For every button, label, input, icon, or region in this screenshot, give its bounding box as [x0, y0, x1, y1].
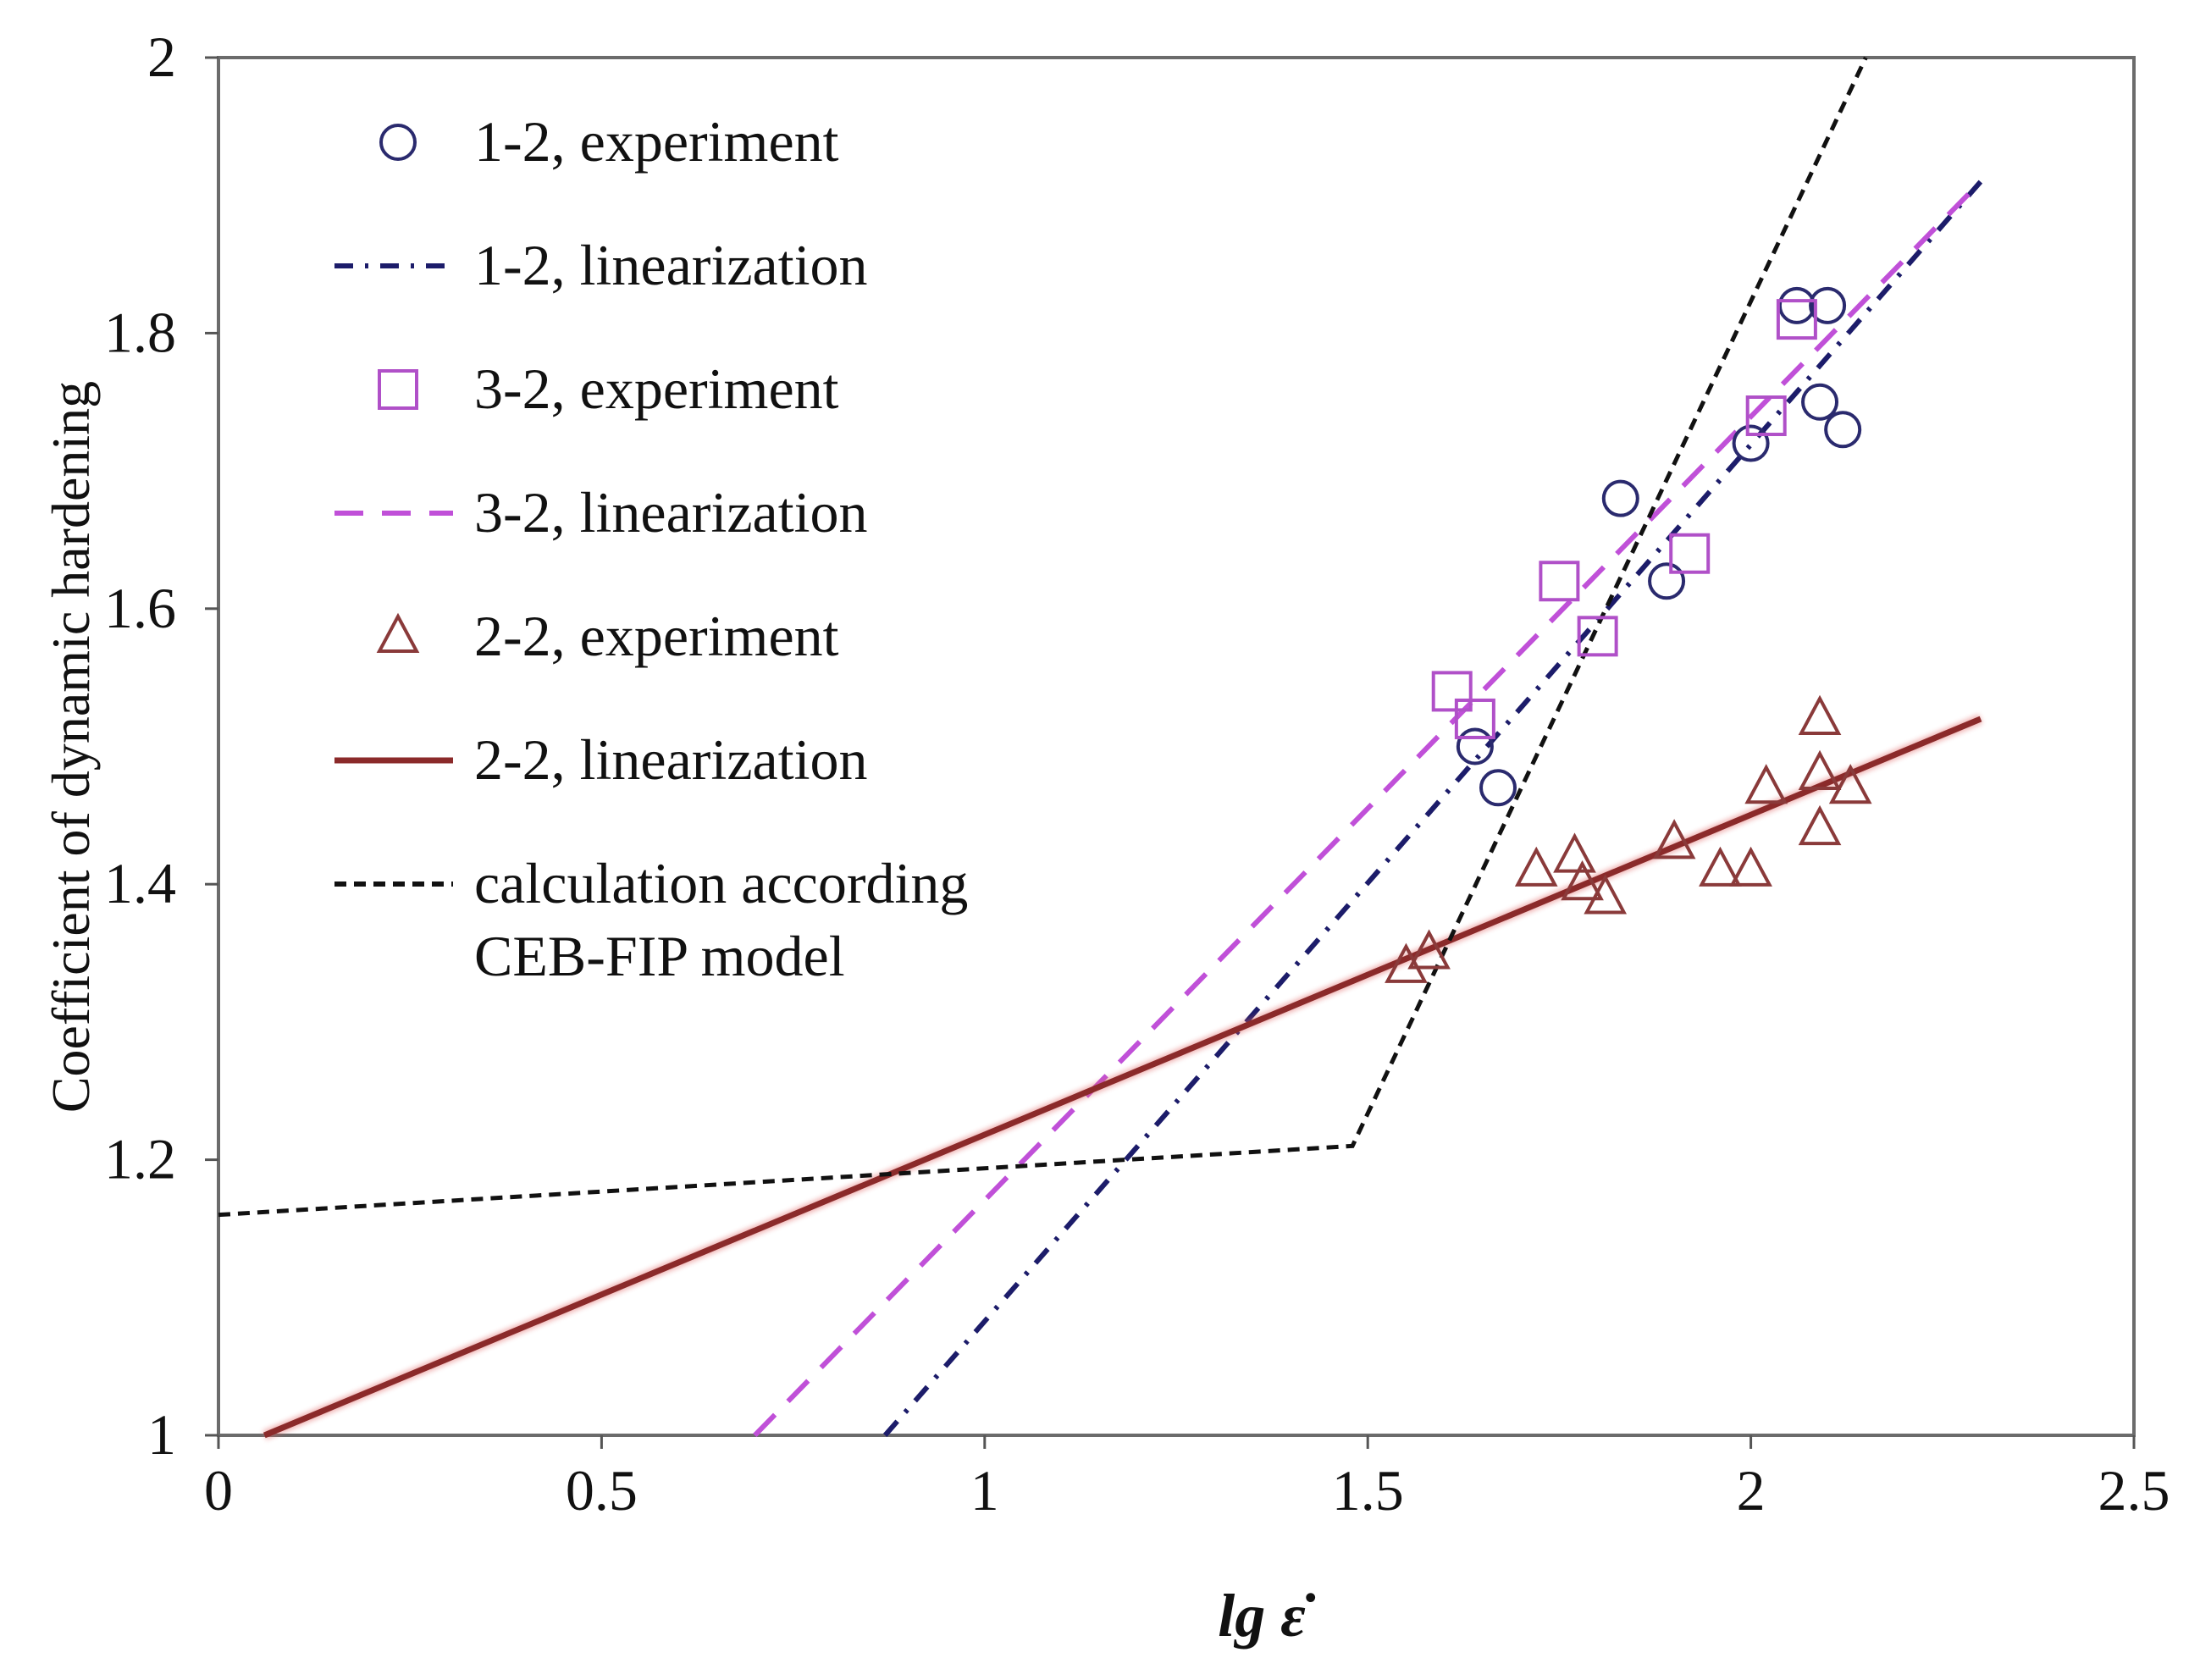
y-tick-label: 2 — [147, 25, 176, 89]
data-point-triangle — [1699, 846, 1742, 887]
data-point-square — [1431, 671, 1473, 712]
data-point-square — [1745, 395, 1787, 437]
y-tick-label: 1.4 — [104, 851, 176, 915]
legend-label: 1-2, experiment — [474, 109, 839, 174]
data-point-triangle — [1514, 846, 1558, 887]
legend-label: 3-2, experiment — [474, 356, 839, 421]
data-point-square — [1454, 698, 1495, 739]
data-point-square — [378, 369, 418, 410]
series-line — [753, 180, 1983, 1438]
data-point-triangle — [1798, 804, 1842, 846]
data-point-triangle — [1798, 749, 1842, 791]
data-point-circle — [1824, 411, 1862, 449]
y-tick-label: 1.8 — [104, 300, 176, 364]
series-line — [263, 716, 1982, 1439]
y-tick-label: 1.6 — [104, 576, 176, 640]
axis-ticks: 0 0.5 1 1.5 2 2.5 1 1.2 1.4 1.6 1.8 2 — [104, 25, 2170, 1522]
data-point-triangle — [1798, 694, 1842, 735]
x-tick-label: 2.5 — [2098, 1458, 2170, 1522]
legend-label: calculation according — [474, 851, 968, 915]
data-point-circle — [1456, 727, 1494, 765]
data-point-triangle — [1553, 832, 1596, 873]
legend-label: CEB-FIP model — [474, 924, 845, 988]
data-point-triangle — [1385, 942, 1428, 983]
data-point-circle — [1732, 424, 1770, 462]
legend-label: 2-2, experiment — [474, 604, 839, 668]
y-axis-title: Coefficient of dynamic hardening — [41, 381, 101, 1113]
data-point-square — [1776, 299, 1817, 340]
x-axis-title: lg ε̇ — [1218, 1582, 1316, 1650]
x-tick-label: 1 — [970, 1458, 999, 1522]
data-point-triangle — [1744, 764, 1788, 804]
data-point-circle — [1809, 286, 1847, 324]
data-point-triangle — [376, 612, 420, 653]
legend-label: 1-2, linearization — [474, 233, 867, 297]
series-line — [218, 56, 1868, 1218]
x-tick-label: 1.5 — [1332, 1458, 1404, 1522]
data-point-circle — [1479, 769, 1517, 807]
series-lines — [218, 56, 1983, 1440]
legend-label: 2-2, linearization — [474, 727, 867, 792]
data-point-triangle — [1828, 764, 1872, 804]
data-point-triangle — [1729, 846, 1772, 887]
y-tick-label: 1.2 — [104, 1127, 176, 1191]
x-tick-label: 0 — [204, 1458, 233, 1522]
legend-label: 3-2, linearization — [474, 480, 867, 544]
series-line — [882, 180, 1983, 1437]
legend: 1-2, experiment 1-2, linearization 3-2, ex… — [334, 109, 968, 988]
data-point-triangle — [1584, 874, 1628, 915]
x-tick-label: 2 — [1737, 1458, 1766, 1522]
series-markers — [1385, 286, 1872, 983]
data-point-square — [1539, 561, 1580, 602]
data-point-triangle — [1407, 929, 1451, 970]
plot-frame — [217, 56, 2136, 1437]
data-point-circle — [1801, 383, 1839, 421]
data-point-circle — [379, 124, 417, 161]
data-point-circle — [1648, 562, 1686, 600]
x-tick-label: 0.5 — [566, 1458, 638, 1522]
data-point-triangle — [1561, 859, 1604, 901]
data-point-circle — [1777, 286, 1816, 324]
data-point-square — [1577, 616, 1618, 657]
data-point-square — [1669, 533, 1711, 574]
y-tick-label: 1 — [147, 1402, 176, 1467]
data-point-circle — [1601, 479, 1639, 517]
data-point-triangle — [1652, 819, 1696, 859]
